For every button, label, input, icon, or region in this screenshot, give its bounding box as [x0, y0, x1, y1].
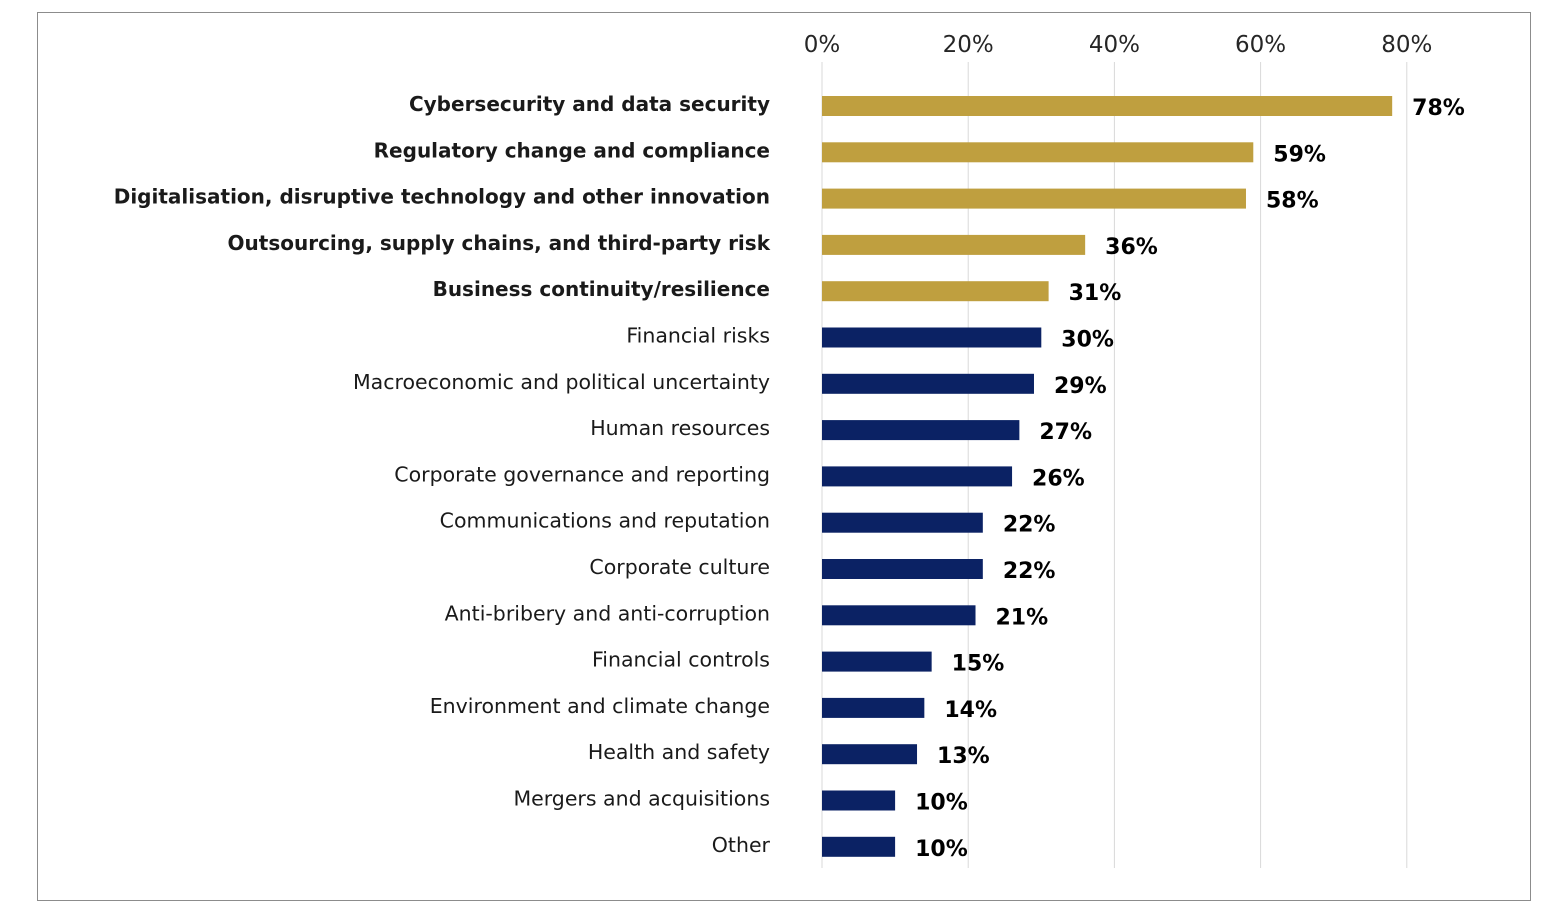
bar [822, 790, 896, 811]
data-label: 22% [1003, 559, 1056, 584]
bar [822, 327, 1042, 348]
bar [822, 836, 896, 857]
x-tick-label: 0% [804, 32, 841, 58]
x-tick-label: 60% [1235, 32, 1286, 58]
category-label: Outsourcing, supply chains, and third-pa… [228, 231, 771, 255]
bar [822, 512, 983, 533]
data-label: 14% [944, 698, 997, 723]
bar [822, 142, 1254, 163]
category-label: Anti-bribery and anti-corruption [445, 601, 770, 625]
category-label: Mergers and acquisitions [513, 787, 770, 811]
x-tick-label: 80% [1381, 32, 1432, 58]
data-label: 22% [1003, 513, 1056, 538]
category-label: Corporate culture [589, 555, 770, 579]
data-label: 36% [1105, 235, 1158, 260]
category-label: Communications and reputation [440, 509, 770, 533]
bar [822, 605, 976, 626]
data-label: 27% [1039, 420, 1092, 445]
data-label: 30% [1061, 328, 1114, 353]
bar [822, 188, 1246, 209]
bar [822, 466, 1013, 487]
x-tick-label: 20% [943, 32, 994, 58]
data-label: 26% [1032, 466, 1085, 491]
x-tick-label: 40% [1089, 32, 1140, 58]
bar [822, 420, 1020, 441]
category-label: Human resources [590, 416, 770, 440]
data-label: 13% [937, 744, 990, 769]
bar [822, 96, 1393, 116]
bar [822, 234, 1086, 255]
category-label: Health and safety [588, 740, 770, 764]
category-label: Other [712, 833, 771, 857]
category-label: Cybersecurity and data security [409, 92, 770, 116]
data-label: 15% [952, 652, 1005, 677]
category-label: Macroeconomic and political uncertainty [353, 370, 770, 394]
category-label: Financial risks [626, 324, 770, 348]
data-label: 78% [1412, 96, 1465, 121]
bar [822, 281, 1049, 302]
category-label: Digitalisation, disruptive technology an… [114, 185, 770, 209]
category-label: Financial controls [592, 648, 770, 672]
data-label: 58% [1266, 189, 1319, 214]
bar [822, 697, 925, 718]
category-label: Business continuity/resilience [433, 277, 770, 301]
data-label: 59% [1273, 142, 1326, 167]
data-label: 31% [1069, 281, 1122, 306]
chart-frame [37, 12, 1531, 901]
bar [822, 744, 918, 765]
bar [822, 651, 932, 672]
data-label: 29% [1054, 374, 1107, 399]
data-label: 21% [996, 605, 1049, 630]
data-label: 10% [915, 837, 968, 862]
category-label: Corporate governance and reporting [394, 462, 770, 486]
bar [822, 559, 983, 579]
bar [822, 373, 1034, 394]
data-label: 10% [915, 791, 968, 816]
category-label: Environment and climate change [430, 694, 770, 718]
category-label: Regulatory change and compliance [374, 138, 770, 162]
